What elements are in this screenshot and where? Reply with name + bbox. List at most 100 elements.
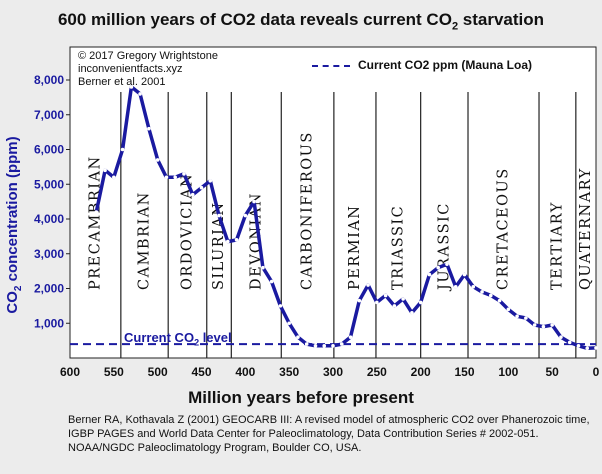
co2-data-point — [392, 304, 397, 308]
co2-data-point — [103, 168, 107, 173]
x-tick-label: 100 — [498, 365, 518, 379]
co2-data-point — [217, 213, 221, 218]
co2-data-point — [94, 210, 99, 214]
x-tick-label: 200 — [411, 365, 431, 379]
legend-label: Current CO2 ppm (Mauna Loa) — [358, 58, 533, 72]
y-tick-label: 4,000 — [34, 212, 64, 226]
source-line: Berner RA, Kothavala Z (2001) GEOCARB II… — [68, 414, 590, 426]
co2-data-point — [427, 272, 432, 277]
co2-data-point — [471, 284, 476, 289]
period-label: DEVONIAN — [248, 192, 264, 290]
credit-line: Berner et al. 2001 — [78, 76, 165, 88]
x-tick-label: 500 — [148, 365, 168, 379]
y-axis-label: CO2 concentration (ppm) — [4, 136, 24, 314]
co2-data-point — [541, 324, 546, 329]
source-citation: Berner RA, Kothavala Z (2001) GEOCARB II… — [68, 413, 590, 455]
x-tick-label: 150 — [454, 365, 474, 379]
co2-data-point — [112, 175, 116, 180]
period-label: ORDOVICIAN — [179, 173, 195, 290]
co2-series-line — [94, 85, 597, 351]
period-label: CARBONIFEROUS — [300, 131, 316, 290]
co2-data-point — [515, 314, 519, 319]
co2-data-point — [287, 321, 291, 326]
co2-data-point — [129, 85, 134, 89]
period-label: TRIASSIC — [390, 205, 406, 290]
co2-data-point — [339, 342, 344, 346]
co2-data-point — [559, 335, 563, 339]
x-tick-label: 0 — [593, 365, 600, 379]
co2-data-point — [418, 300, 423, 305]
co2-data-point — [585, 346, 590, 351]
x-tick-label: 300 — [323, 365, 343, 379]
x-tick-label: 600 — [60, 365, 80, 379]
legend: Current CO2 ppm (Mauna Loa) — [312, 58, 532, 72]
x-tick-label: 250 — [367, 365, 387, 379]
x-tick-label: 350 — [279, 365, 299, 379]
y-tick-label: 6,000 — [34, 143, 64, 157]
co2-data-point — [576, 344, 581, 348]
co2-data-point — [462, 272, 467, 277]
co2-data-point — [120, 147, 125, 152]
co2-data-point — [234, 238, 239, 242]
y-tick-label: 7,000 — [34, 108, 64, 122]
y-tick-label: 8,000 — [34, 73, 64, 87]
co2-data-point — [304, 342, 309, 346]
co2-data-point — [313, 344, 318, 348]
co2-data-point — [357, 298, 362, 303]
co2-data-point — [532, 323, 537, 327]
x-tick-label: 400 — [235, 365, 255, 379]
chart-title: 600 million years of CO2 data reveals cu… — [57, 10, 545, 33]
period-label: JURASSIC — [436, 202, 452, 292]
co2-data-point — [138, 92, 142, 96]
credit-line: © 2017 Gregory Wrightstone — [78, 50, 218, 62]
co2-data-point — [594, 346, 598, 350]
period-label: TERTIARY — [549, 201, 565, 290]
co2-data-point — [453, 284, 458, 289]
x-axis-label: Million years before present — [188, 388, 414, 407]
co2-data-point — [243, 213, 248, 218]
source-line: IGBP PAGES and World Data Center for Pal… — [68, 428, 539, 440]
x-tick-label: 50 — [545, 365, 559, 379]
co2-data-point — [322, 344, 327, 348]
x-tick-label: 450 — [191, 365, 211, 379]
co2-data-point — [524, 316, 528, 320]
co2-data-point — [480, 290, 484, 294]
y-tick-label: 2,000 — [34, 282, 64, 296]
co2-data-point — [164, 175, 169, 180]
period-label: CRETACEOUS — [496, 167, 512, 290]
legend-dash-swatch — [312, 64, 350, 67]
co2-data-point — [226, 239, 230, 244]
co2-data-point — [199, 185, 204, 190]
y-tick-label: 1,000 — [34, 316, 64, 330]
plot-area — [69, 46, 597, 359]
co2-data-point — [506, 307, 511, 312]
co2-data-point — [252, 199, 256, 204]
co2-data-point — [190, 192, 195, 197]
x-tick-label: 550 — [104, 365, 124, 379]
co2-data-point — [375, 300, 379, 305]
co2-data-point — [173, 175, 177, 180]
co2-data-point — [278, 304, 283, 308]
co2-data-point — [550, 323, 554, 327]
co2-data-point — [147, 126, 151, 131]
co2-data-point — [296, 335, 300, 339]
source-line: NOAA/NGDC Paleoclimatology Program, Boul… — [68, 442, 362, 454]
period-label: QUATERNARY — [578, 167, 594, 290]
credit-line: inconvenientfacts.xyz — [78, 63, 183, 75]
co2-data-point — [497, 298, 502, 303]
co2-data-point — [401, 297, 405, 301]
co2-data-point — [489, 293, 493, 298]
current-co2-annotation: Current CO2 level — [124, 330, 232, 348]
y-tick-label: 5,000 — [34, 177, 64, 191]
period-label: CAMBRIAN — [137, 191, 153, 290]
co2-data-point — [269, 279, 274, 284]
co2-data-point — [208, 178, 213, 183]
y-tick-label: 3,000 — [34, 247, 64, 261]
period-label: PRECAMBRIAN — [87, 155, 103, 290]
co2-data-point — [436, 265, 441, 270]
co2-data-point — [348, 335, 353, 339]
co2-data-point — [366, 283, 370, 287]
co2-data-point — [182, 172, 186, 176]
co2-data-point — [567, 340, 572, 345]
co2-data-point — [261, 265, 265, 270]
